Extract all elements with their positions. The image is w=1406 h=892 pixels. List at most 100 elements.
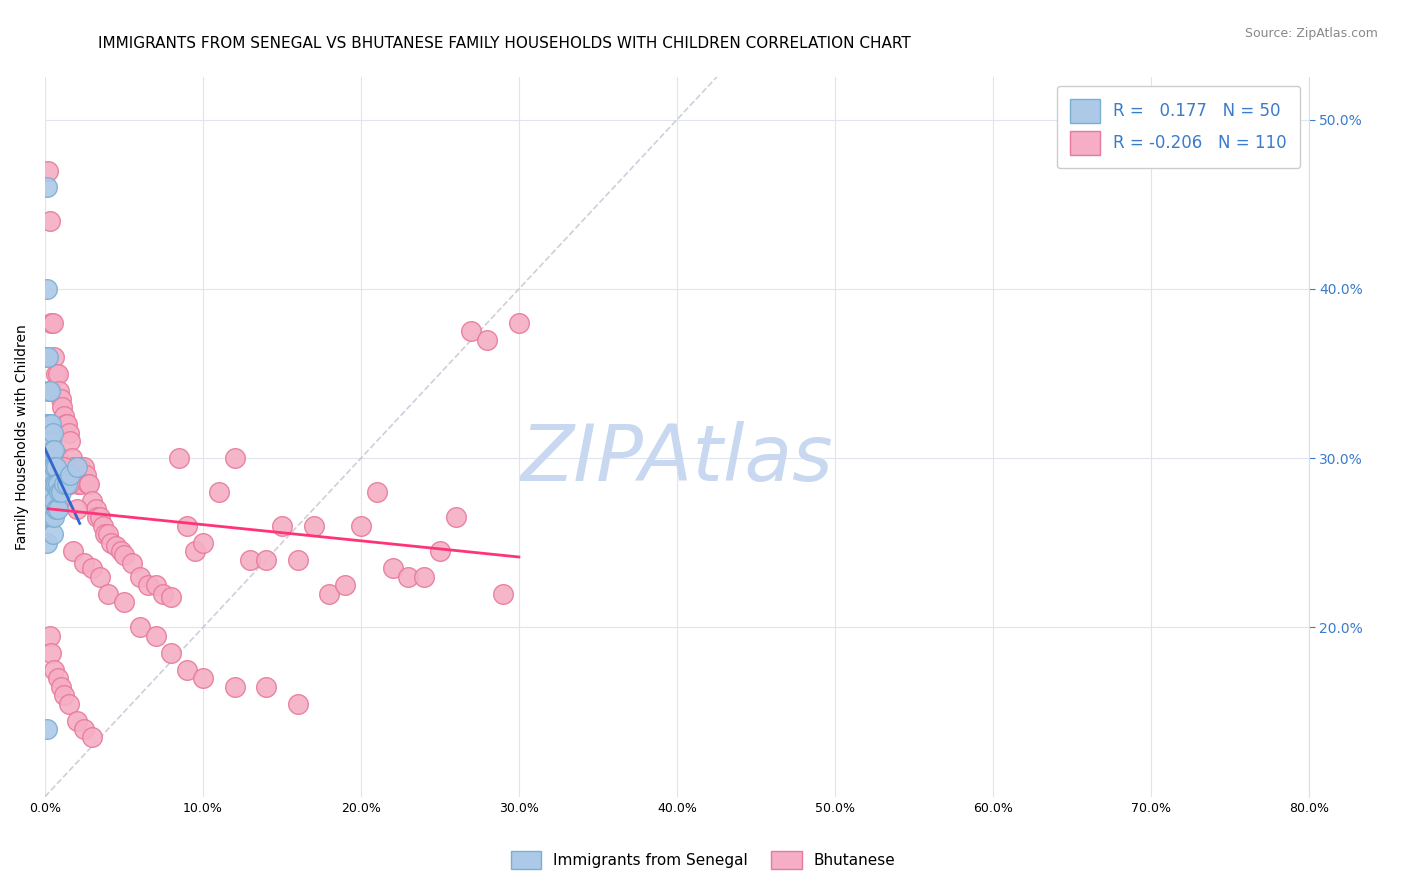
Point xyxy=(52,688,75,702)
Point xyxy=(42,459,65,474)
Point xyxy=(42,502,65,516)
Point xyxy=(97,527,120,541)
Point xyxy=(37,485,59,500)
Point xyxy=(58,476,80,491)
Point xyxy=(381,561,404,575)
Point xyxy=(51,476,73,491)
Point xyxy=(224,680,246,694)
Point xyxy=(62,459,84,474)
Point xyxy=(94,527,117,541)
Point xyxy=(145,578,167,592)
Point xyxy=(46,367,69,381)
Point xyxy=(86,510,108,524)
Point xyxy=(37,459,59,474)
Legend: Immigrants from Senegal, Bhutanese: Immigrants from Senegal, Bhutanese xyxy=(505,845,901,875)
Point xyxy=(396,570,419,584)
Point xyxy=(271,519,294,533)
Point xyxy=(39,459,62,474)
Point xyxy=(38,468,60,483)
Point xyxy=(39,646,62,660)
Point xyxy=(58,697,80,711)
Point xyxy=(100,536,122,550)
Point xyxy=(82,493,104,508)
Point xyxy=(492,586,515,600)
Point xyxy=(105,539,128,553)
Point xyxy=(76,476,98,491)
Point xyxy=(42,459,65,474)
Point xyxy=(508,316,530,330)
Point xyxy=(128,570,150,584)
Point xyxy=(44,663,66,677)
Point xyxy=(42,451,65,466)
Point xyxy=(44,442,66,457)
Point xyxy=(121,556,143,570)
Point xyxy=(39,417,62,432)
Point xyxy=(44,493,66,508)
Point xyxy=(65,714,87,728)
Point xyxy=(38,485,60,500)
Point xyxy=(38,459,60,474)
Point xyxy=(56,476,79,491)
Point xyxy=(45,485,67,500)
Point xyxy=(318,586,340,600)
Point xyxy=(136,578,159,592)
Point xyxy=(48,468,70,483)
Point xyxy=(65,459,87,474)
Point xyxy=(38,417,60,432)
Point xyxy=(152,586,174,600)
Point xyxy=(429,544,451,558)
Point xyxy=(55,417,77,432)
Point xyxy=(38,502,60,516)
Point xyxy=(52,459,75,474)
Point xyxy=(51,401,73,415)
Text: ZIPAtlas: ZIPAtlas xyxy=(520,421,834,497)
Point xyxy=(38,510,60,524)
Point xyxy=(366,485,388,500)
Point xyxy=(45,367,67,381)
Point xyxy=(49,392,72,406)
Point xyxy=(46,476,69,491)
Point xyxy=(112,548,135,562)
Point xyxy=(302,519,325,533)
Point xyxy=(56,417,79,432)
Point xyxy=(46,493,69,508)
Point xyxy=(44,510,66,524)
Legend: R =   0.177   N = 50, R = -0.206   N = 110: R = 0.177 N = 50, R = -0.206 N = 110 xyxy=(1057,86,1301,168)
Point xyxy=(65,502,87,516)
Point xyxy=(49,680,72,694)
Point xyxy=(208,485,231,500)
Point xyxy=(39,384,62,398)
Point xyxy=(44,350,66,364)
Point xyxy=(44,451,66,466)
Point xyxy=(77,476,100,491)
Point xyxy=(35,417,58,432)
Point xyxy=(48,485,70,500)
Point xyxy=(97,586,120,600)
Text: IMMIGRANTS FROM SENEGAL VS BHUTANESE FAMILY HOUSEHOLDS WITH CHILDREN CORRELATION: IMMIGRANTS FROM SENEGAL VS BHUTANESE FAM… xyxy=(98,36,911,51)
Point xyxy=(75,468,97,483)
Point xyxy=(39,434,62,449)
Point xyxy=(42,485,65,500)
Point xyxy=(70,476,93,491)
Point xyxy=(191,671,214,685)
Point xyxy=(191,536,214,550)
Point xyxy=(42,527,65,541)
Point xyxy=(39,451,62,466)
Point xyxy=(145,629,167,643)
Point xyxy=(46,671,69,685)
Point xyxy=(52,409,75,423)
Point xyxy=(39,510,62,524)
Point xyxy=(287,697,309,711)
Point xyxy=(239,553,262,567)
Point xyxy=(55,476,77,491)
Point xyxy=(37,384,59,398)
Point xyxy=(59,434,82,449)
Point xyxy=(45,468,67,483)
Point xyxy=(333,578,356,592)
Point xyxy=(89,510,111,524)
Point xyxy=(38,214,60,228)
Point xyxy=(37,163,59,178)
Point xyxy=(44,459,66,474)
Point xyxy=(73,556,96,570)
Point xyxy=(58,476,80,491)
